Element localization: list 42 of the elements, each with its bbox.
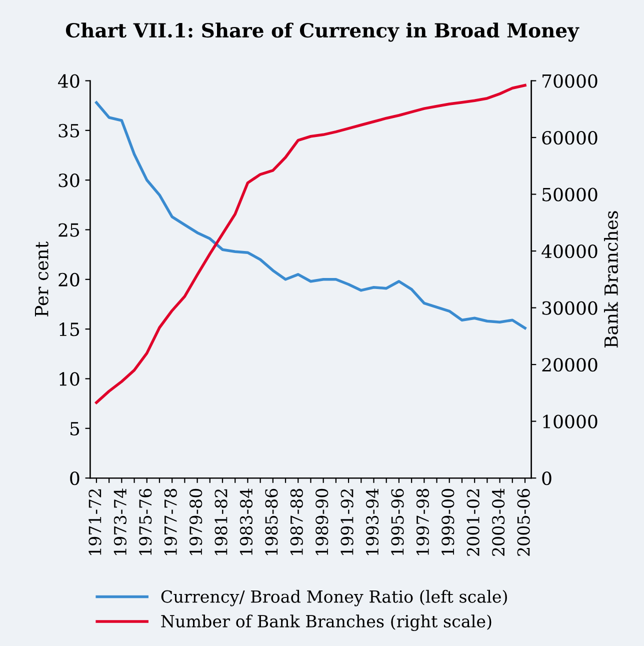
y-tick-label: 40 xyxy=(58,74,80,88)
y-tick-label: 35 xyxy=(58,124,80,138)
y2-tick-label: 30000 xyxy=(542,301,598,315)
y2-tick-label: 20000 xyxy=(542,358,598,372)
y2-tick-label: 60000 xyxy=(542,130,598,145)
x-tick-label: 1987-88 xyxy=(290,488,303,555)
y2-tick-label: 0 xyxy=(542,472,552,486)
y-tick-label: 5 xyxy=(70,422,80,436)
x-tick-label: 1971-72 xyxy=(88,489,102,555)
y-tick-label: 25 xyxy=(58,223,80,237)
chart-title: Chart VII.1: Share of Currency in Broad Money xyxy=(66,22,580,42)
y2-tick-label: 50000 xyxy=(542,188,598,202)
legend-label: Currency/ Broad Money Ratio (left scale) xyxy=(161,590,507,606)
y2-tick-label: 10000 xyxy=(543,414,598,428)
x-tick-label: 1973-74 xyxy=(114,488,127,555)
line-series xyxy=(95,84,526,404)
x-tick-label: 1979-80 xyxy=(190,488,202,555)
y2-tick-label: 40000 xyxy=(542,244,598,258)
x-tick-label: 1989-90 xyxy=(316,488,328,555)
x-tick-label: 1991-92 xyxy=(340,489,354,555)
x-tick-label: 2001-02 xyxy=(466,489,480,556)
y2-tick-label: 70000 xyxy=(542,74,598,88)
y-tick-label: 20 xyxy=(58,272,80,287)
x-tick-label: 1985-86 xyxy=(265,488,278,555)
y2-axis-title: Bank Branches xyxy=(604,211,618,348)
y-tick-label: 0 xyxy=(70,472,80,486)
x-tick-label: 1997-98 xyxy=(416,488,429,555)
x-tick-label: 2003-04 xyxy=(492,488,505,556)
y-tick-label: 30 xyxy=(58,174,80,188)
line-series xyxy=(95,101,526,330)
x-tick-label: 2005-06 xyxy=(517,488,530,556)
x-tick-label: 1981-82 xyxy=(214,489,228,555)
x-tick-label: 1999-00 xyxy=(442,488,454,555)
y-tick-label: 15 xyxy=(60,322,80,336)
x-tick-label: 1995-96 xyxy=(391,488,404,555)
x-tick-label: 1975-76 xyxy=(139,488,152,555)
x-tick-label: 1983-84 xyxy=(240,488,253,555)
y-tick-label: 10 xyxy=(60,372,80,386)
x-tick-label: 1977-78 xyxy=(164,488,177,555)
legend-label: Number of Bank Branches (right scale) xyxy=(161,614,492,631)
x-tick-label: 1993-94 xyxy=(366,488,379,555)
y-axis-title: Per cent xyxy=(34,242,48,316)
